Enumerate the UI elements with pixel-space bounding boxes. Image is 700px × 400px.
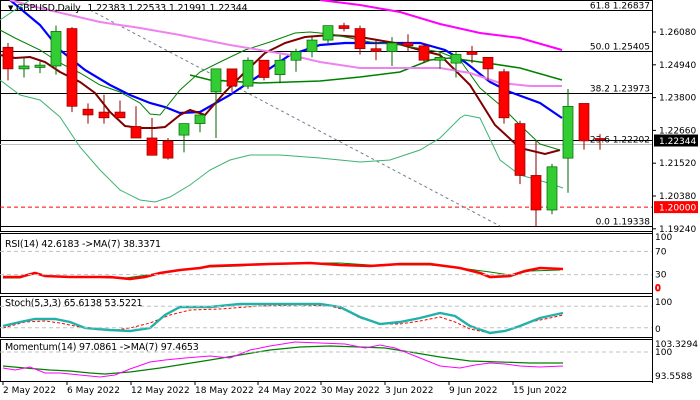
stoch-title: Stoch(5,3,3) 65.6138 53.5221 (5, 298, 143, 309)
svg-text:93.5588: 93.5588 (655, 372, 692, 382)
svg-text:100: 100 (655, 348, 672, 358)
svg-text:1.26080: 1.26080 (659, 28, 696, 38)
svg-text:1.22344: 1.22344 (659, 137, 696, 147)
svg-text:38.2 1.23973: 38.2 1.23973 (590, 85, 650, 95)
chart-title[interactable]: ▼ GBPUSD,Daily 1.22383 1.22533 1.21991 1… (8, 3, 248, 14)
triangle-down-icon[interactable]: ▼ (8, 4, 14, 12)
svg-text:100: 100 (655, 298, 672, 308)
rsi-title: RSI(14) 42.6183 ->MA(7) 38.3371 (5, 239, 161, 250)
svg-text:1.23800: 1.23800 (659, 94, 696, 104)
svg-text:3 Jun 2022: 3 Jun 2022 (385, 386, 433, 396)
svg-text:70: 70 (655, 247, 667, 257)
svg-text:103.3294: 103.3294 (655, 340, 698, 350)
candlesticks (2, 22, 606, 227)
symbol-label: GBPUSD,Daily (16, 3, 81, 14)
svg-text:1.20380: 1.20380 (659, 192, 696, 202)
svg-text:1.19240: 1.19240 (659, 225, 696, 235)
svg-text:30: 30 (655, 271, 667, 281)
svg-text:18 May 2022: 18 May 2022 (195, 386, 254, 396)
svg-text:50.0 1.25405: 50.0 1.25405 (590, 43, 650, 53)
momentum-title: Momentum(14) 97.0861 ->MA(7) 97.4653 (5, 342, 199, 353)
svg-text:100: 100 (655, 233, 672, 243)
svg-text:0.0 1.19338: 0.0 1.19338 (596, 218, 651, 228)
svg-text:1.21520: 1.21520 (659, 159, 696, 169)
svg-text:6 May 2022: 6 May 2022 (67, 386, 120, 396)
svg-text:61.8 1.26837: 61.8 1.26837 (590, 2, 650, 12)
moving-average-overlays (0, 0, 564, 378)
svg-text:0: 0 (655, 325, 661, 335)
svg-text:9 Jun 2022: 9 Jun 2022 (449, 386, 497, 396)
svg-text:1.24940: 1.24940 (659, 61, 696, 71)
svg-text:24 May 2022: 24 May 2022 (258, 386, 317, 396)
svg-text:0: 0 (655, 284, 661, 294)
svg-text:2 May 2022: 2 May 2022 (3, 386, 56, 396)
time-axis: 2 May 2022 6 May 2022 12 May 2022 18 May 20… (2, 381, 567, 396)
svg-text:15 Jun 2022: 15 Jun 2022 (513, 386, 567, 396)
svg-text:1.20000: 1.20000 (659, 204, 696, 214)
svg-text:30 May 2022: 30 May 2022 (321, 386, 380, 396)
svg-text:1.22660: 1.22660 (659, 126, 696, 136)
price-axis: 1.26080 1.24940 1.23800 1.22660 1.21520 1.203… (652, 28, 698, 235)
ohlc-values: 1.22383 1.22533 1.21991 1.22344 (87, 3, 248, 14)
svg-text:12 May 2022: 12 May 2022 (131, 386, 190, 396)
